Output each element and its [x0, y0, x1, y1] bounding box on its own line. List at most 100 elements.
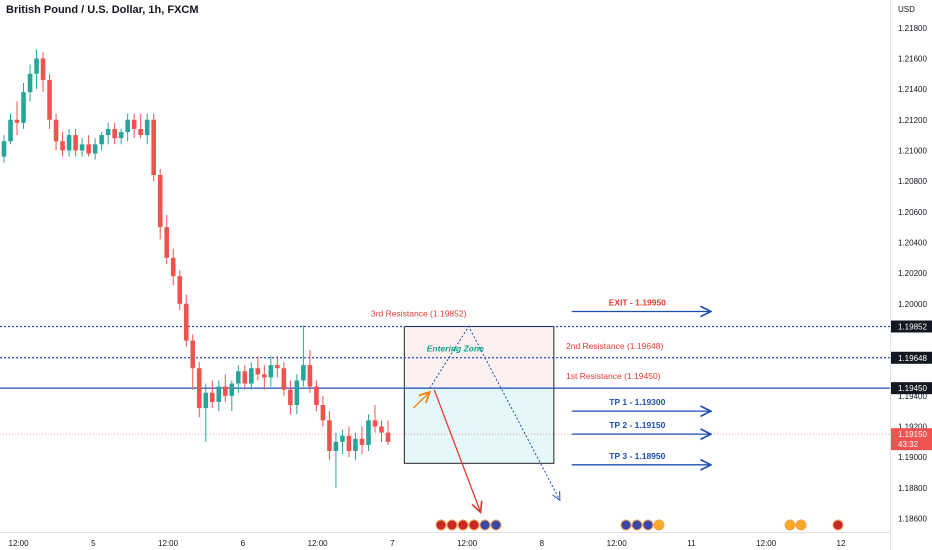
event-flag-icon: [490, 519, 502, 531]
candle-body: [346, 435, 352, 452]
x-tick-label: 5: [91, 539, 96, 548]
candle-body: [294, 380, 300, 406]
candle-body: [340, 435, 345, 442]
candle-body: [151, 119, 156, 175]
event-flag-icon: [479, 519, 491, 531]
risk-zone: [404, 326, 554, 389]
x-tick-label: 12:00: [756, 539, 777, 548]
candle-body: [1, 141, 7, 157]
candle-body: [157, 174, 163, 228]
currency-label: USD: [898, 5, 915, 14]
current-price-text: 1.19150: [898, 430, 927, 439]
candle-body: [216, 386, 222, 402]
candle-body: [327, 420, 332, 452]
y-tick-label: 1.21000: [898, 146, 927, 155]
y-tick-label: 1.20200: [898, 269, 927, 278]
candle-body: [118, 132, 124, 139]
entering-zone-label: Entering Zone: [427, 343, 484, 353]
y-tick-label: 1.20400: [898, 238, 927, 247]
event-flag-icon: [457, 519, 469, 531]
candle-body: [314, 386, 319, 406]
take-profit-label: TP 2 - 1.19150: [609, 420, 665, 430]
y-tick-label: 1.18600: [898, 515, 927, 524]
candle-body: [249, 368, 254, 384]
candle-body: [86, 144, 91, 154]
y-tick-label: 1.18800: [898, 484, 927, 493]
x-tick-label: 8: [540, 539, 545, 548]
event-flag-icon: [468, 519, 480, 531]
current-price-tag: [891, 428, 932, 451]
candle-body: [353, 438, 358, 452]
entry-arrow: [412, 392, 429, 409]
y-tick-label: 1.19400: [898, 392, 927, 401]
candle-body: [170, 257, 176, 277]
candle-body: [262, 374, 267, 378]
price-axis-divider: [890, 0, 891, 550]
y-tick-label: 1.21400: [898, 85, 927, 94]
candle-body: [229, 383, 235, 396]
candle-body: [190, 340, 196, 369]
resistance-label: 1st Resistance (1.19450): [566, 371, 661, 381]
candle-body: [288, 389, 293, 406]
resistance-label: 3rd Resistance (1.19852): [371, 308, 467, 318]
candle-body: [236, 371, 241, 384]
candle-body: [14, 119, 20, 123]
candle-body: [66, 135, 72, 151]
candle-body: [268, 365, 274, 378]
candle-body: [320, 405, 326, 421]
take-profit-label: TP 3 - 1.18950: [609, 451, 665, 461]
candle-body: [177, 276, 183, 304]
exit-label: EXIT - 1.19950: [609, 297, 666, 307]
countdown-text: 43:32: [898, 440, 919, 449]
candle-body: [131, 119, 137, 129]
y-tick-label: 1.19000: [898, 453, 927, 462]
candle-body: [164, 227, 170, 258]
x-tick-label: 12:00: [457, 539, 478, 548]
candle-body: [112, 128, 117, 139]
breakdown-arrow: [433, 389, 480, 513]
candle-body: [385, 432, 391, 442]
y-tick-label: 1.20800: [898, 177, 927, 186]
candle-body: [92, 144, 98, 154]
y-tick-label: 1.19200: [898, 422, 927, 431]
candle-body: [196, 368, 202, 409]
level-price-tag: [891, 320, 932, 333]
y-tick-label: 1.20000: [898, 300, 927, 309]
event-flag-icon: [631, 519, 643, 531]
candle-body: [301, 365, 306, 381]
event-flag-icon: [795, 519, 807, 531]
candle-body: [333, 441, 339, 452]
candle-body: [73, 135, 78, 151]
candle-body: [105, 128, 111, 136]
chart-title: British Pound / U.S. Dollar, 1h, FXCM: [6, 4, 199, 16]
event-flag-icon: [784, 519, 796, 531]
time-axis-divider: [0, 532, 890, 533]
resistance-label: 2nd Resistance (1.19648): [566, 341, 664, 351]
candle-body: [222, 386, 228, 396]
candle-body: [144, 119, 150, 136]
candle-body: [53, 119, 59, 142]
x-tick-label: 12:00: [158, 539, 179, 548]
entering-zone-box: [403, 325, 555, 464]
candle-body: [27, 73, 33, 93]
level-price-tag-text: 1.19450: [898, 384, 927, 393]
projected-path: [429, 325, 560, 500]
level-price-tag-text: 1.19852: [898, 322, 927, 331]
y-tick-label: 1.21800: [898, 24, 927, 33]
event-flag-icon: [832, 519, 844, 531]
candle-body: [281, 368, 287, 390]
level-price-tag: [891, 382, 932, 395]
x-tick-label: 12:00: [607, 539, 628, 548]
y-tick-label: 1.20600: [898, 208, 927, 217]
level-price-tag: [891, 351, 932, 364]
event-flag-icon: [653, 519, 665, 531]
x-tick-label: 12:00: [308, 539, 329, 548]
candle-body: [307, 365, 313, 387]
reward-zone: [404, 388, 554, 464]
x-tick-label: 12: [837, 539, 846, 548]
candle-body: [359, 438, 365, 445]
take-profit-label: TP 1 - 1.19300: [609, 397, 665, 407]
event-flag-icon: [446, 519, 458, 531]
event-flag-icon: [435, 519, 447, 531]
